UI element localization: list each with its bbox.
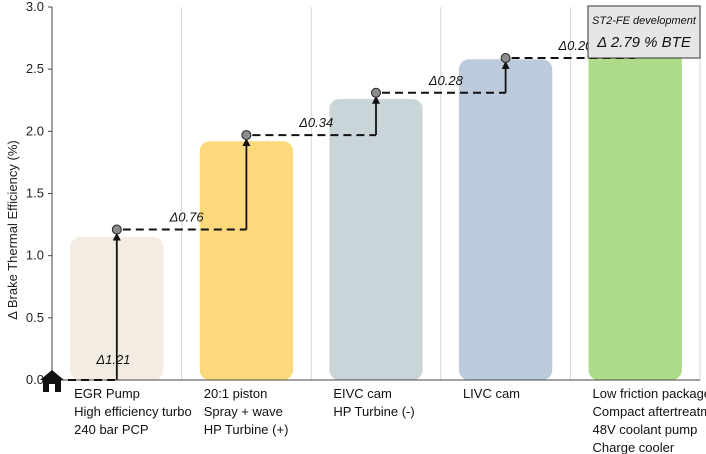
bar [458,59,553,380]
increment-label: Δ0.76 [169,210,205,225]
bar [199,141,294,380]
increment-label: Δ1.21 [95,352,130,367]
bar [329,99,423,381]
y-tick-label: 0.0 [26,372,44,387]
annotation-title: ST2-FE development [592,15,697,27]
category-label: Charge cooler [593,440,675,454]
category-label: EIVC cam [333,386,392,401]
y-axis-label: Δ Brake Thermal Efficiency (%) [5,140,20,319]
y-tick-label: 1.5 [26,186,44,201]
y-tick-label: 3.0 [26,0,44,14]
category-label: 240 bar PCP [74,422,148,437]
increment-label: Δ0.20 [557,38,593,53]
increment-label: Δ0.34 [298,115,333,130]
category-labels: EGR Pump High efficiency turbo 240 bar PCP… [74,386,706,454]
bar [588,38,682,380]
category-label: 20:1 piston [204,386,268,401]
y-tick-label: 0.5 [26,310,44,325]
category-label: 48V coolant pump [593,422,698,437]
increment-label: Δ0.28 [428,73,464,88]
cumulative-point [500,52,511,63]
y-tick-label: 2.0 [26,123,44,138]
category-label: EGR Pump [74,386,140,401]
cumulative-point [371,87,381,98]
y-tick-label: 2.5 [26,61,44,76]
total-annotation-box: ST2-FE development Δ 2.79 % BTE [587,5,701,59]
category-label: Low friction package [593,386,706,401]
axes: 0.0 0.5 1.0 1.5 2.0 2.5 3.0 [26,0,700,387]
category-label: Compact aftertreatment [593,404,706,419]
category-label: HP Turbine (-) [333,404,414,419]
bars [70,38,682,381]
y-tick-label: 1.0 [26,248,44,263]
category-label: Spray + wave [204,404,283,419]
home-icon [40,370,64,392]
cumulative-point [111,224,122,235]
category-label: High efficiency turbo [74,404,192,419]
category-label: LIVC cam [463,386,520,401]
category-label: HP Turbine (+) [204,422,289,437]
annotation-value: Δ 2.79 % BTE [596,34,692,51]
cumulative-point [241,130,252,141]
